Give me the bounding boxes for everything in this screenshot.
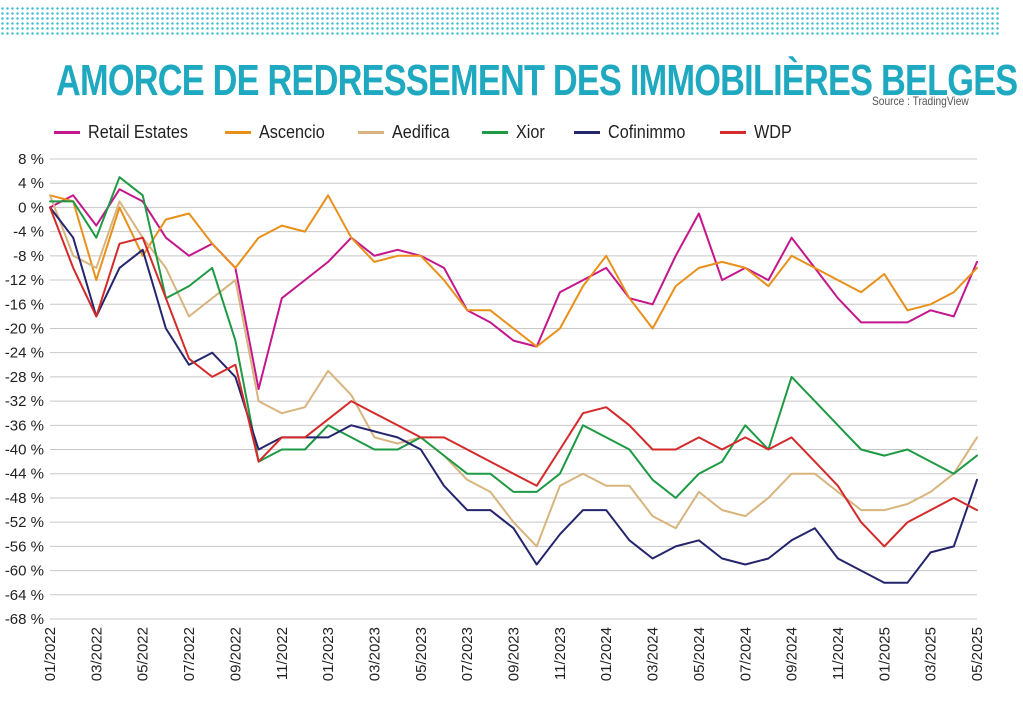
legend-swatch (54, 131, 80, 134)
y-tick-label: -52 % (5, 514, 44, 531)
legend-label: Ascencio (259, 122, 325, 142)
legend-swatch (574, 131, 601, 134)
legend-swatch (720, 131, 747, 134)
legend-item: Cofinimmo (574, 122, 694, 143)
legend-item: Ascencio (225, 122, 332, 143)
dotted-header-band (0, 6, 1000, 36)
y-tick-label: -4 % (13, 224, 44, 241)
legend-swatch (225, 131, 252, 134)
series-lines (49, 176, 978, 584)
x-tick-label: 03/2024 (645, 627, 662, 681)
x-tick-label: 01/2025 (876, 627, 893, 681)
legend-label: Aedifica (392, 122, 450, 142)
legend-label: Retail Estates (88, 122, 188, 142)
y-tick-label: -44 % (5, 466, 44, 483)
x-tick-label: 05/2023 (413, 627, 430, 681)
x-tick-label: 01/2023 (320, 627, 337, 681)
y-tick-label: 4 % (18, 175, 44, 192)
x-tick-label: 11/2022 (274, 627, 291, 680)
y-tick-label: -12 % (5, 272, 44, 289)
chart-title: AMORCE DE REDRESSEMENT DES IMMOBILIÈRES … (56, 56, 1018, 105)
x-tick-label: 11/2023 (552, 627, 569, 680)
y-tick-label: -20 % (5, 320, 44, 337)
y-tick-label: -36 % (5, 417, 44, 434)
grid-lines (50, 158, 977, 620)
y-tick-label: -24 % (5, 345, 44, 362)
x-tick-label: 07/2024 (737, 627, 754, 681)
legend-label: Cofinimmo (608, 122, 686, 142)
series-line-xior (49, 176, 978, 499)
x-tick-label: 11/2024 (830, 627, 847, 680)
legend-item: Xior (482, 122, 548, 143)
series-line-aedifica (49, 194, 978, 548)
y-tick-label: -8 % (13, 248, 44, 265)
series-line-ascencio (49, 194, 978, 348)
y-tick-label: -32 % (5, 393, 44, 410)
legend-item: WDP (720, 122, 796, 143)
x-tick-label: 03/2022 (88, 627, 105, 681)
x-tick-label: 01/2022 (42, 627, 59, 681)
legend-swatch (482, 131, 509, 134)
y-tick-label: 8 % (18, 151, 44, 168)
legend-label: WDP (754, 122, 793, 142)
x-tick-label: 01/2024 (598, 627, 615, 681)
legend-label: Xior (516, 122, 545, 142)
series-line-wdp (49, 206, 978, 548)
series-line-cofinimmo (49, 206, 978, 584)
x-tick-label: 03/2025 (923, 627, 940, 681)
series-line-retail-estates (49, 188, 978, 390)
legend: Retail Estates Ascencio Aedifica Xior Cofini… (54, 122, 822, 143)
x-tick-label: 09/2024 (784, 627, 801, 681)
x-axis-ticks: 01/2022 03/2022 05/2022 07/2022 09/2022 11/20… (42, 627, 986, 681)
y-tick-label: -56 % (5, 538, 44, 555)
legend-swatch (358, 131, 385, 134)
x-tick-label: 05/2025 (969, 627, 986, 681)
x-tick-label: 05/2024 (691, 627, 708, 681)
y-tick-label: -40 % (5, 442, 44, 459)
y-tick-label: -60 % (5, 563, 44, 580)
y-tick-label: 0 % (18, 199, 44, 216)
x-tick-label: 09/2022 (227, 627, 244, 681)
legend-item: Retail Estates (54, 122, 199, 143)
y-tick-label: -16 % (5, 296, 44, 313)
x-tick-label: 07/2023 (459, 627, 476, 681)
x-tick-label: 09/2023 (506, 627, 523, 681)
y-tick-label: -64 % (5, 587, 44, 604)
y-axis-ticks: 8 % 4 % 0 % -4 % -8 % -12 % -16 % -20 % -24 % -28… (5, 151, 44, 628)
x-tick-label: 03/2023 (366, 627, 383, 681)
legend-item: Aedifica (358, 122, 456, 143)
x-tick-label: 07/2022 (181, 627, 198, 681)
y-tick-label: -68 % (5, 611, 44, 628)
y-tick-label: -48 % (5, 490, 44, 507)
y-tick-label: -28 % (5, 369, 44, 386)
x-tick-label: 05/2022 (135, 627, 152, 681)
source-note: Source : TradingView (872, 94, 969, 108)
